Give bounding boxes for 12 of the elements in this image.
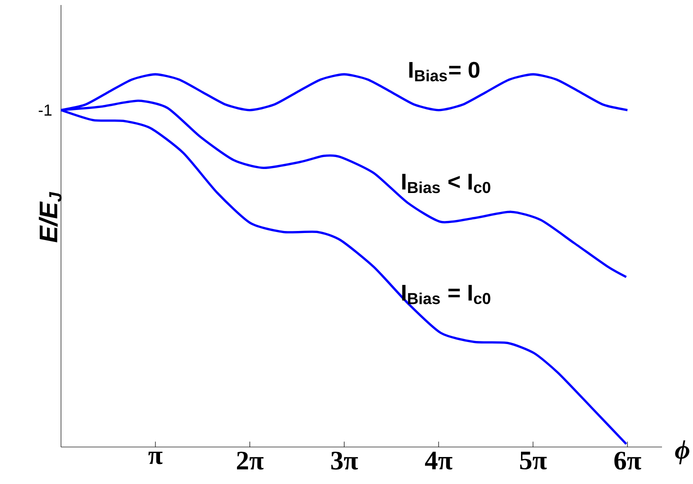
- x-tick-label: 6π: [614, 452, 642, 470]
- x-tick-label: 5π: [520, 452, 547, 470]
- x-tick-label: 3π: [331, 452, 358, 470]
- annotation: -1: [38, 104, 52, 116]
- series-label: I$_{Bias}$= 0: [409, 62, 480, 82]
- x-tick-label: 2π: [236, 452, 264, 470]
- series-label: I$_{Bias}$ < I$_{c0}$: [402, 174, 490, 194]
- x-axis-title: ϕ: [675, 440, 690, 464]
- text: E/E$_{J}$: [38, 192, 62, 242]
- x-tick-label: 4π: [424, 452, 452, 470]
- series-label: I$_{Bias}$ = I$_{c0}$: [402, 284, 490, 304]
- x-tick-label: π: [148, 452, 162, 464]
